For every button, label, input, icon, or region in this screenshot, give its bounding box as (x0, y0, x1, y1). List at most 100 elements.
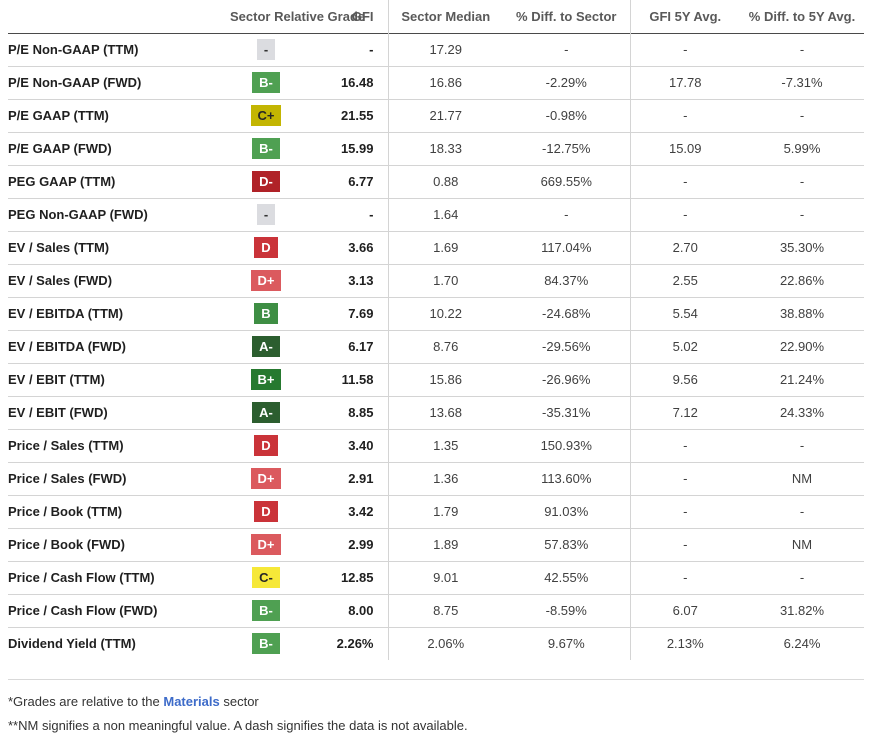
diff-to-sector-value: - (564, 42, 569, 57)
grade-badge[interactable]: B- (252, 633, 280, 655)
diff-to-sector-value: 669.55% (540, 174, 592, 189)
sector-median-value: 1.70 (387, 264, 503, 297)
grade-badge[interactable]: D (254, 435, 278, 456)
metric-label: Price / Sales (TTM) (8, 438, 124, 453)
diff-to-sector-value: -0.98% (545, 108, 587, 123)
diff-to-5y-avg-value: -7.31% (781, 75, 823, 90)
gfi-value: 8.85 (348, 405, 374, 420)
diff-to-sector-value: -2.29% (545, 75, 587, 90)
diff-to-5y-avg-value: - (799, 42, 805, 57)
grade-cell: D+ (230, 528, 302, 561)
grade-cell: C- (230, 561, 302, 594)
sector-median-value: 21.77 (387, 99, 503, 132)
grade-badge[interactable]: C- (252, 567, 280, 588)
grade-badge[interactable]: D (254, 237, 278, 258)
gfi-5y-avg-value: 2.55 (629, 264, 740, 297)
grade-badge[interactable]: - (256, 204, 276, 225)
table-row: PEG Non-GAAP (FWD) - - 1.64 - - - (8, 198, 864, 231)
table-row: P/E Non-GAAP (FWD) B- 16.48 16.86 -2.29%… (8, 66, 864, 99)
diff-to-5y-avg-value: NM (791, 471, 813, 486)
diff-to-5y-avg-value: 5.99% (783, 141, 821, 156)
grade-badge[interactable]: A- (252, 336, 280, 357)
metric-label: Price / Book (TTM) (8, 504, 123, 519)
header-diff-to-5y-avg: % Diff. to 5Y Avg. (748, 8, 856, 24)
table-header: Sector Relative Grade GFI Sector Median … (8, 0, 864, 33)
sector-median-value: 1.36 (387, 462, 503, 495)
table-row: Dividend Yield (TTM) B- 2.26% 2.06% 9.67… (8, 627, 864, 660)
gfi-value: 2.91 (348, 471, 374, 486)
grade-badge[interactable]: B+ (250, 369, 282, 390)
grade-badge[interactable]: A- (252, 402, 280, 423)
diff-to-sector-value: -12.75% (542, 141, 591, 156)
diff-to-5y-avg-value: 38.88% (779, 306, 825, 321)
table-row: P/E Non-GAAP (TTM) - - 17.29 - - - (8, 33, 864, 66)
gfi-value: 6.77 (348, 174, 374, 189)
grade-badge[interactable]: B- (252, 600, 280, 621)
table-row: PEG GAAP (TTM) D- 6.77 0.88 669.55% - - (8, 165, 864, 198)
gfi-value: - (369, 42, 374, 57)
grade-cell: B (230, 297, 302, 330)
diff-to-5y-avg-value: - (799, 570, 805, 585)
diff-to-5y-avg-value: - (799, 207, 805, 222)
table-row: Price / Book (TTM) D 3.42 1.79 91.03% - … (8, 495, 864, 528)
footnote-grades: *Grades are relative to the Materials se… (8, 694, 864, 709)
header-diff-to-sector: % Diff. to Sector (516, 8, 617, 24)
metric-label: EV / EBITDA (TTM) (8, 306, 124, 321)
diff-to-5y-avg-value: - (799, 108, 805, 123)
sector-median-value: 9.01 (387, 561, 503, 594)
gfi-value: 2.99 (348, 537, 374, 552)
diff-to-sector-value: -29.56% (542, 339, 591, 354)
gfi-value: 7.69 (348, 306, 374, 321)
grade-cell: C+ (230, 99, 302, 132)
gfi-value: 2.26% (336, 636, 374, 652)
gfi-5y-avg-value: 5.02 (629, 330, 740, 363)
sector-link[interactable]: Materials (163, 694, 220, 709)
metric-label: P/E Non-GAAP (FWD) (8, 75, 142, 90)
gfi-value: 11.58 (341, 372, 374, 387)
gfi-value: 8.00 (348, 603, 374, 618)
header-metric (8, 0, 230, 33)
gfi-value: 21.55 (340, 108, 374, 123)
grade-badge[interactable]: B- (252, 138, 280, 159)
diff-to-5y-avg-value: 6.24% (783, 636, 821, 652)
diff-to-sector-value: -26.96% (542, 372, 591, 387)
metric-label: PEG Non-GAAP (FWD) (8, 207, 148, 222)
sector-median-value: 2.06% (387, 627, 503, 660)
sector-median-value: 18.33 (387, 132, 503, 165)
diff-to-5y-avg-value: 22.90% (779, 339, 825, 354)
metric-label: Dividend Yield (TTM) (8, 636, 136, 652)
diff-to-5y-avg-value: - (799, 174, 805, 189)
grade-cell: D+ (230, 462, 302, 495)
grade-badge[interactable]: D (254, 501, 278, 522)
grade-cell: B- (230, 594, 302, 627)
gfi-5y-avg-value: - (629, 561, 740, 594)
metric-label: P/E GAAP (TTM) (8, 108, 109, 123)
grade-badge[interactable]: B (254, 303, 278, 324)
diff-to-sector-value: -24.68% (542, 306, 591, 321)
grade-badge[interactable]: D+ (250, 468, 282, 489)
gfi-value: 3.40 (348, 438, 374, 453)
grade-badge[interactable]: D+ (250, 270, 282, 291)
grade-badge[interactable]: C+ (250, 105, 282, 126)
metric-label: EV / EBIT (FWD) (8, 405, 108, 420)
grade-badge[interactable]: D+ (250, 534, 282, 555)
diff-to-sector-value: 84.37% (544, 273, 589, 288)
grade-cell: D (230, 495, 302, 528)
diff-to-5y-avg-value: 31.82% (779, 603, 825, 618)
grade-badge[interactable]: B- (252, 72, 280, 93)
gfi-5y-avg-value: 5.54 (629, 297, 740, 330)
grade-cell: B- (230, 132, 302, 165)
metric-label: EV / Sales (TTM) (8, 240, 110, 255)
table-row: Price / Book (FWD) D+ 2.99 1.89 57.83% -… (8, 528, 864, 561)
gfi-5y-avg-value: - (629, 528, 740, 561)
grade-badge[interactable]: D- (252, 171, 280, 192)
header-gfi-5y-avg: GFI 5Y Avg. (629, 0, 740, 33)
diff-to-5y-avg-value: - (799, 438, 805, 453)
metric-label: P/E GAAP (FWD) (8, 141, 112, 156)
sector-median-value: 1.69 (387, 231, 503, 264)
sector-median-value: 16.86 (387, 66, 503, 99)
grade-badge[interactable]: - (256, 39, 276, 60)
diff-to-5y-avg-value: - (799, 504, 805, 519)
diff-to-sector-value: -35.31% (542, 405, 591, 420)
sector-median-value: 1.35 (387, 429, 503, 462)
